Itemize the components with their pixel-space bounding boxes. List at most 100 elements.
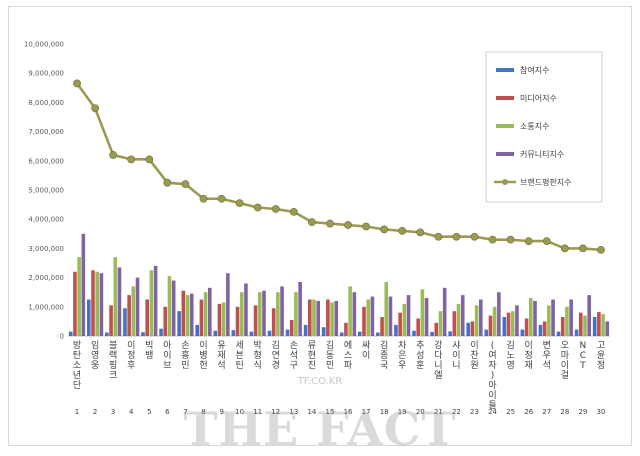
brand-index-point [470,232,479,241]
bar-미디어지수 [452,311,457,336]
x-rank-label: 12 [271,408,280,416]
legend-swatch [496,124,514,128]
legend-label: 커뮤니티지수 [520,149,564,159]
bar-참여지수 [159,328,163,336]
x-rank-label: 10 [235,408,244,416]
x-rank-label: 14 [307,408,316,416]
brand-index-point [416,228,425,237]
bar-참여지수 [339,332,344,336]
bar-참여지수 [358,331,362,336]
x-rank-label: 27 [542,408,551,416]
bar-미디어지수 [362,306,366,336]
bar-미디어지수 [181,290,186,336]
bar-커뮤니티지수 [370,296,375,336]
bar-소통지수 [492,306,497,336]
x-rank-label: 13 [289,408,298,416]
y-tick-label: 4,000,000 [28,216,64,224]
bar-커뮤니티지수 [406,295,411,336]
bar-소통지수 [474,305,479,336]
bar-참여지수 [556,331,561,336]
brand-index-point [109,151,118,159]
bar-미디어지수 [542,321,547,336]
bar-커뮤니티지수 [208,287,212,336]
bar-미디어지수 [470,321,475,336]
bar-소통지수 [239,292,244,336]
bar-소통지수 [185,295,190,336]
legend-label: 미디어지수 [520,93,557,103]
bar-미디어지수 [308,299,312,336]
bar-소통지수 [384,281,389,336]
bar-참여지수 [123,308,127,336]
x-rank-label: 29 [578,408,587,416]
bar-참여지수 [538,324,543,336]
brand-index-point [524,237,533,245]
watermark-logo: THE FACT [183,402,457,456]
bar-커뮤니티지수 [262,290,266,336]
bar-미디어지수 [597,312,601,336]
y-tick-label: 3,000,000 [28,245,64,253]
brand-index-point [181,180,190,189]
bar-소통지수 [276,292,280,336]
bar-미디어지수 [271,308,276,336]
x-rank-label: 20 [416,408,425,416]
bar-커뮤니티지수 [244,283,248,336]
bar-커뮤니티지수 [334,300,339,336]
brand-index-point [452,232,461,241]
bar-미디어지수 [127,295,131,336]
bar-참여지수 [249,331,254,336]
brand-index-point [434,232,443,241]
brand-index-point [362,222,370,231]
x-rank-label: 25 [506,408,515,416]
bar-커뮤니티지수 [388,296,393,336]
bar-미디어지수 [109,305,113,336]
bar-소통지수 [565,306,569,336]
bar-미디어지수 [434,322,439,336]
x-rank-label: 6 [165,408,170,416]
brand-index-point [235,199,244,208]
x-rank-label: 9 [219,408,223,416]
bar-커뮤니티지수 [99,273,104,336]
bar-커뮤니티지수 [117,267,122,336]
brand-index-point [579,244,587,253]
bar-미디어지수 [289,319,294,336]
bar-미디어지수 [380,317,384,336]
x-category-label: (여 자) 아 이 들 [488,341,497,411]
brand-index-point [253,203,262,212]
bar-커뮤니티지수 [587,295,591,336]
brand-index-point [73,79,81,88]
brand-index-point [163,178,172,187]
bar-커뮤니티지수 [497,292,501,336]
y-tick-label: 5,000,000 [28,187,64,195]
bar-참여지수 [213,330,218,336]
bar-커뮤니티지수 [551,299,555,336]
bar-소통지수 [149,270,154,336]
bar-커뮤니티지수 [316,300,320,336]
brand-index-point [344,221,352,229]
legend-swatch [496,96,514,100]
brand-index-point [217,194,226,203]
bar-미디어지수 [145,299,149,336]
brand-index-point [127,155,136,164]
bar-미디어지수 [73,271,77,336]
bar-커뮤니티지수 [153,265,158,336]
bar-소통지수 [131,286,136,336]
